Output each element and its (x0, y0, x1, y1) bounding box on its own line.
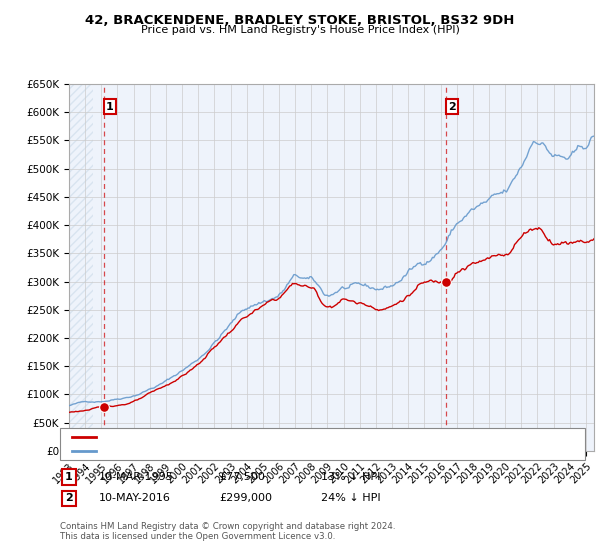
Text: Contains HM Land Registry data © Crown copyright and database right 2024.
This d: Contains HM Land Registry data © Crown c… (60, 522, 395, 542)
Text: 2: 2 (448, 101, 456, 111)
Text: £77,500: £77,500 (219, 472, 265, 482)
Text: 2: 2 (65, 493, 73, 503)
Bar (69, 84, 93, 451)
Text: HPI: Average price, detached house, South Gloucestershire: HPI: Average price, detached house, Sout… (102, 446, 391, 456)
Text: 42, BRACKENDENE, BRADLEY STOKE, BRISTOL, BS32 9DH: 42, BRACKENDENE, BRADLEY STOKE, BRISTOL,… (85, 13, 515, 27)
Text: 13% ↓ HPI: 13% ↓ HPI (321, 472, 380, 482)
Text: 24% ↓ HPI: 24% ↓ HPI (321, 493, 380, 503)
Text: 10-MAY-2016: 10-MAY-2016 (99, 493, 171, 503)
Text: £299,000: £299,000 (219, 493, 272, 503)
Text: 10-MAR-1995: 10-MAR-1995 (99, 472, 174, 482)
Text: 1: 1 (106, 101, 114, 111)
Text: 1: 1 (65, 472, 73, 482)
Text: Price paid vs. HM Land Registry's House Price Index (HPI): Price paid vs. HM Land Registry's House … (140, 25, 460, 35)
Text: 42, BRACKENDENE, BRADLEY STOKE, BRISTOL, BS32 9DH (detached house): 42, BRACKENDENE, BRADLEY STOKE, BRISTOL,… (102, 432, 473, 442)
